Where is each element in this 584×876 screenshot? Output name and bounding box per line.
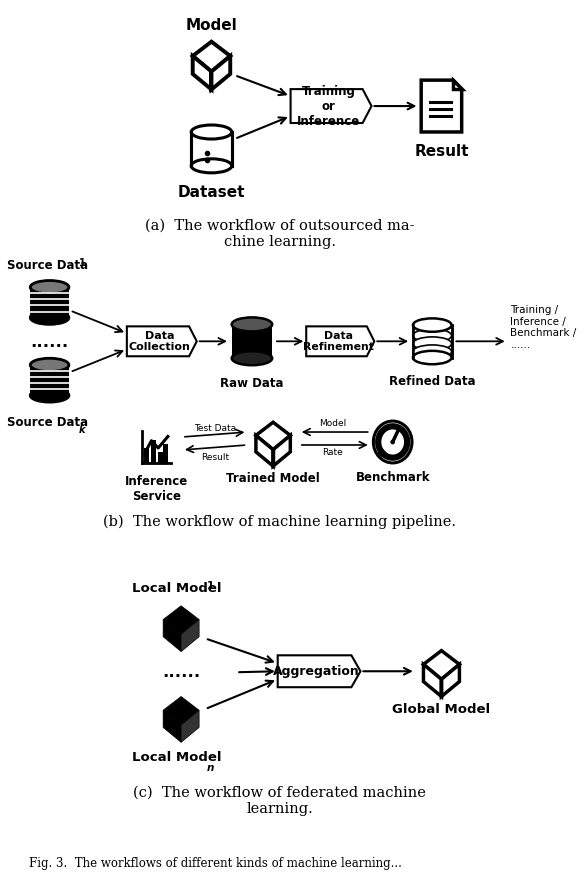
Ellipse shape	[191, 159, 232, 173]
Bar	[164, 444, 168, 463]
Polygon shape	[30, 287, 69, 318]
Text: Training /
Inference /
Benchmark /
......: Training / Inference / Benchmark / .....…	[510, 305, 576, 350]
Text: Result: Result	[414, 144, 469, 159]
Text: Benchmark: Benchmark	[356, 471, 430, 484]
Circle shape	[373, 421, 412, 463]
Polygon shape	[193, 42, 230, 72]
Ellipse shape	[413, 328, 451, 343]
Text: Aggregation: Aggregation	[273, 665, 360, 678]
Circle shape	[391, 441, 394, 443]
Polygon shape	[423, 664, 442, 696]
Polygon shape	[127, 327, 197, 357]
Text: Rate: Rate	[322, 448, 343, 457]
Ellipse shape	[232, 317, 272, 331]
Polygon shape	[191, 132, 232, 166]
Text: Global Model: Global Model	[392, 703, 491, 717]
Text: Model: Model	[186, 18, 237, 33]
Ellipse shape	[30, 389, 69, 402]
Text: Local Model: Local Model	[132, 582, 221, 595]
Polygon shape	[163, 696, 199, 725]
Bar	[151, 440, 156, 463]
Text: 1: 1	[79, 258, 86, 267]
Polygon shape	[278, 655, 360, 687]
Text: k: k	[79, 425, 85, 435]
Ellipse shape	[30, 280, 69, 294]
Polygon shape	[163, 619, 181, 652]
Text: Inference
Service: Inference Service	[124, 475, 188, 503]
Polygon shape	[256, 435, 273, 466]
Polygon shape	[291, 89, 371, 123]
Polygon shape	[232, 324, 272, 358]
Text: n: n	[207, 763, 214, 773]
Text: Dataset: Dataset	[178, 185, 245, 200]
Ellipse shape	[413, 345, 451, 358]
Polygon shape	[163, 606, 199, 634]
Text: Fig. 3.  The workflows of different kinds of machine learning...: Fig. 3. The workflows of different kinds…	[29, 857, 402, 870]
Bar	[158, 452, 162, 463]
Text: Trained Model: Trained Model	[226, 472, 320, 485]
Ellipse shape	[232, 351, 272, 365]
Polygon shape	[423, 651, 460, 679]
Ellipse shape	[30, 358, 69, 371]
Text: (c)  The workflow of federated machine
learning.: (c) The workflow of federated machine le…	[133, 786, 426, 816]
Polygon shape	[453, 80, 462, 89]
Text: Data
Refinement: Data Refinement	[303, 330, 373, 352]
Polygon shape	[181, 710, 199, 742]
Text: Model: Model	[319, 419, 346, 428]
Text: (b)  The workflow of machine learning pipeline.: (b) The workflow of machine learning pip…	[103, 515, 456, 529]
Text: Raw Data: Raw Data	[220, 378, 284, 390]
Text: 1: 1	[207, 581, 214, 590]
Ellipse shape	[413, 318, 451, 332]
Ellipse shape	[191, 125, 232, 139]
Text: Data
Collection: Data Collection	[128, 330, 190, 352]
Text: Source Data: Source Data	[7, 416, 88, 429]
Text: (a)  The workflow of outsourced ma-
chine learning.: (a) The workflow of outsourced ma- chine…	[145, 219, 414, 249]
Text: Training
or
Inference: Training or Inference	[297, 85, 360, 128]
Polygon shape	[256, 422, 290, 449]
Polygon shape	[30, 365, 69, 395]
Polygon shape	[193, 56, 211, 89]
Text: Source Data: Source Data	[7, 258, 88, 272]
Ellipse shape	[413, 350, 451, 364]
Polygon shape	[163, 710, 181, 742]
Text: ......: ......	[30, 333, 69, 351]
Ellipse shape	[30, 311, 69, 324]
Polygon shape	[306, 327, 374, 357]
Polygon shape	[442, 664, 460, 696]
Polygon shape	[421, 80, 462, 132]
Text: Result: Result	[201, 453, 229, 462]
Polygon shape	[273, 435, 290, 466]
Text: ......: ......	[162, 663, 200, 682]
Text: Local Model: Local Model	[132, 751, 221, 764]
Bar	[144, 448, 149, 463]
Polygon shape	[181, 619, 199, 652]
Text: Test Data: Test Data	[194, 424, 236, 433]
Polygon shape	[211, 56, 230, 89]
Text: Refined Data: Refined Data	[389, 375, 475, 388]
Ellipse shape	[413, 337, 451, 350]
Polygon shape	[413, 325, 451, 357]
